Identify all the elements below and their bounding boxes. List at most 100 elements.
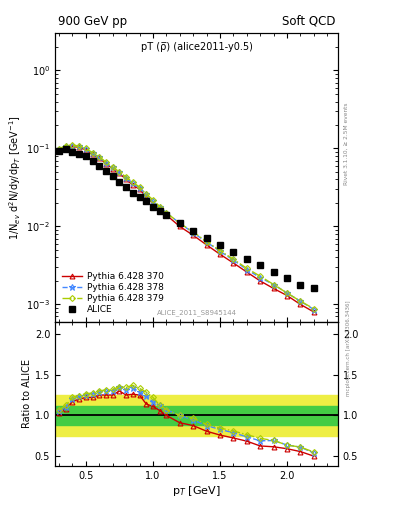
Pythia 6.428 379 [191,229,195,235]
Text: pT (ρ̅) (alice2011-y0.5): pT (ρ̅) (alice2011-y0.5) [141,42,252,52]
ALICE [117,179,122,185]
Pythia 6.428 370 [298,302,303,308]
Pythia 6.428 378 [117,169,122,175]
Pythia 6.428 379 [97,154,102,160]
Text: mcplots.cern.ch [arXiv:1306.3436]: mcplots.cern.ch [arXiv:1306.3436] [346,301,351,396]
ALICE [285,274,289,281]
Pythia 6.428 370 [124,177,129,183]
X-axis label: p$_T$ [GeV]: p$_T$ [GeV] [172,483,221,498]
Pythia 6.428 378 [57,146,61,152]
Pythia 6.428 379 [164,209,169,216]
Pythia 6.428 379 [151,197,155,203]
Pythia 6.428 379 [218,247,222,253]
Line: Pythia 6.428 378: Pythia 6.428 378 [56,142,317,313]
Pythia 6.428 370 [77,144,81,151]
Y-axis label: 1/N$_{ev}$ d$^2$N/dy/dp$_T$ [GeV$^{-1}$]: 1/N$_{ev}$ d$^2$N/dy/dp$_T$ [GeV$^{-1}$] [7,115,24,240]
Pythia 6.428 379 [90,150,95,156]
Pythia 6.428 370 [70,143,75,150]
Pythia 6.428 370 [97,155,102,161]
Pythia 6.428 379 [70,142,75,148]
ALICE [130,190,135,196]
Pythia 6.428 379 [177,220,182,226]
Pythia 6.428 379 [63,142,68,148]
ALICE [63,146,68,153]
Pythia 6.428 379 [117,169,122,175]
Pythia 6.428 378 [110,164,115,170]
Pythia 6.428 379 [244,265,249,271]
Pythia 6.428 370 [137,186,142,193]
ALICE [271,269,276,275]
Pythia 6.428 378 [151,198,155,204]
Pythia 6.428 378 [157,203,162,209]
Text: Soft QCD: Soft QCD [282,14,335,28]
Pythia 6.428 378 [90,150,95,156]
Pythia 6.428 370 [258,278,263,284]
Pythia 6.428 370 [191,232,195,239]
Pythia 6.428 379 [83,145,88,152]
Pythia 6.428 370 [177,223,182,229]
Pythia 6.428 379 [258,273,263,279]
Pythia 6.428 379 [271,282,276,288]
Text: 900 GeV pp: 900 GeV pp [58,14,127,28]
Pythia 6.428 379 [144,191,149,197]
ALICE [298,282,303,288]
ALICE [110,173,115,179]
Pythia 6.428 370 [271,285,276,291]
Pythia 6.428 378 [137,185,142,191]
Pythia 6.428 370 [164,212,169,218]
ALICE [137,194,142,200]
Text: ALICE_2011_S8945144: ALICE_2011_S8945144 [156,309,237,316]
Pythia 6.428 378 [124,175,129,181]
Pythia 6.428 370 [218,251,222,258]
Pythia 6.428 370 [130,182,135,188]
Pythia 6.428 378 [70,142,75,148]
ALICE [97,163,102,169]
ALICE [83,154,88,160]
Pythia 6.428 370 [244,269,249,275]
ALICE [164,212,169,218]
Pythia 6.428 378 [312,307,316,313]
Pythia 6.428 378 [191,230,195,236]
ALICE [191,228,195,234]
Pythia 6.428 370 [63,144,68,150]
Pythia 6.428 370 [83,147,88,153]
Pythia 6.428 370 [110,165,115,172]
ALICE [70,148,75,155]
Pythia 6.428 370 [312,309,316,315]
Pythia 6.428 370 [57,147,61,153]
Pythia 6.428 378 [298,298,303,304]
Pythia 6.428 379 [204,239,209,245]
Pythia 6.428 379 [137,184,142,190]
Pythia 6.428 379 [124,174,129,180]
Pythia 6.428 378 [144,191,149,197]
Pythia 6.428 378 [258,274,263,281]
Pythia 6.428 378 [231,257,236,263]
ALICE [77,151,81,157]
ALICE [151,203,155,209]
Pythia 6.428 378 [204,239,209,245]
Pythia 6.428 378 [97,154,102,160]
Pythia 6.428 378 [77,143,81,150]
Pythia 6.428 370 [117,170,122,177]
ALICE [157,207,162,214]
Pythia 6.428 370 [151,200,155,206]
Pythia 6.428 370 [285,292,289,298]
Pythia 6.428 378 [63,143,68,149]
Pythia 6.428 378 [164,209,169,216]
ALICE [57,148,61,154]
Pythia 6.428 378 [285,290,289,296]
Pythia 6.428 379 [104,159,108,165]
ALICE [177,220,182,226]
Pythia 6.428 378 [104,159,108,165]
Pythia 6.428 378 [271,282,276,288]
Pythia 6.428 379 [57,146,61,152]
Pythia 6.428 370 [204,242,209,248]
Pythia 6.428 379 [231,256,236,262]
Pythia 6.428 378 [218,248,222,254]
Pythia 6.428 379 [285,290,289,296]
Pythia 6.428 370 [90,151,95,157]
Pythia 6.428 378 [83,146,88,152]
ALICE [124,184,129,190]
Pythia 6.428 379 [77,143,81,149]
Pythia 6.428 379 [312,306,316,312]
